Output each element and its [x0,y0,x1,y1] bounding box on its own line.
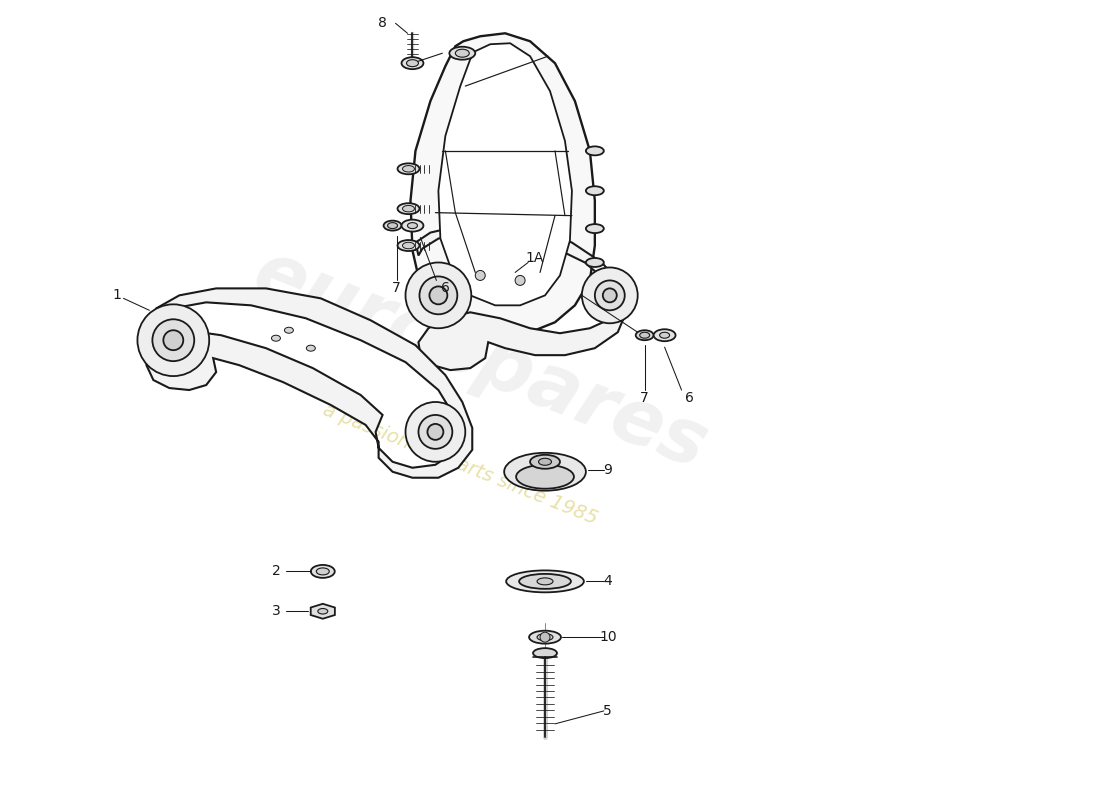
Circle shape [428,424,443,440]
Text: 9: 9 [604,462,613,477]
Ellipse shape [504,453,586,490]
Ellipse shape [660,332,670,338]
Ellipse shape [534,648,557,658]
Ellipse shape [636,330,653,340]
Polygon shape [439,43,572,306]
Text: 8: 8 [378,16,387,30]
Ellipse shape [397,203,419,214]
Ellipse shape [397,240,419,251]
Circle shape [138,304,209,376]
Circle shape [163,330,184,350]
Ellipse shape [397,163,419,174]
Text: 5: 5 [604,704,613,718]
Ellipse shape [530,455,560,469]
Ellipse shape [537,578,553,585]
Text: 1A: 1A [526,251,544,266]
Ellipse shape [285,327,294,334]
Circle shape [406,402,465,462]
Text: 6: 6 [441,282,450,295]
Text: 7: 7 [393,282,400,295]
Ellipse shape [402,57,424,69]
Text: 2: 2 [272,565,280,578]
Ellipse shape [403,206,415,212]
Ellipse shape [317,568,329,575]
Circle shape [418,415,452,449]
Circle shape [406,262,471,328]
Ellipse shape [403,242,415,249]
Circle shape [515,275,525,286]
Ellipse shape [318,609,328,614]
Ellipse shape [306,345,316,351]
Circle shape [582,267,638,323]
Text: 1: 1 [112,288,121,302]
Circle shape [429,286,448,304]
Ellipse shape [407,222,418,229]
Ellipse shape [640,332,650,338]
Ellipse shape [272,335,280,342]
Ellipse shape [311,565,334,578]
Ellipse shape [586,258,604,267]
Ellipse shape [403,166,415,172]
Ellipse shape [519,574,571,589]
Ellipse shape [586,224,604,233]
Ellipse shape [586,186,604,195]
Ellipse shape [653,330,675,342]
Ellipse shape [539,458,551,466]
Text: eurospares: eurospares [243,235,718,485]
Circle shape [475,270,485,281]
Text: 6: 6 [685,391,694,405]
Ellipse shape [516,465,574,489]
Ellipse shape [402,220,424,231]
Text: 10: 10 [600,630,617,644]
Circle shape [540,632,550,642]
Polygon shape [146,288,472,478]
Text: 4: 4 [604,574,613,588]
Ellipse shape [586,146,604,155]
Circle shape [153,319,195,361]
Text: 7: 7 [640,391,649,405]
Ellipse shape [506,570,584,592]
Polygon shape [310,604,334,618]
Ellipse shape [450,46,475,60]
Ellipse shape [455,50,470,57]
Ellipse shape [407,60,418,66]
Ellipse shape [387,222,397,229]
Text: 3: 3 [272,604,280,618]
Polygon shape [410,34,595,335]
Ellipse shape [537,634,553,641]
Circle shape [603,288,617,302]
Ellipse shape [529,630,561,644]
Text: a passion for parts since 1985: a passion for parts since 1985 [320,401,601,529]
Ellipse shape [384,221,402,230]
Circle shape [419,277,458,314]
Circle shape [595,281,625,310]
Polygon shape [416,222,628,370]
